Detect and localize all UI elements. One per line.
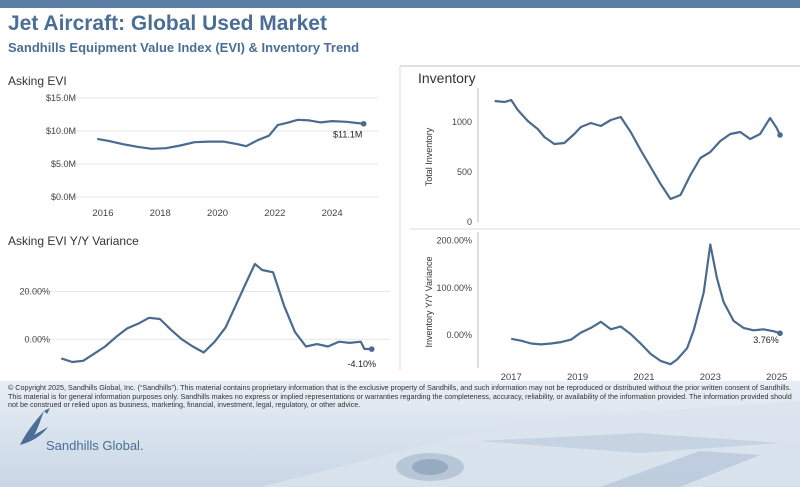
panel-frames (399, 65, 800, 370)
y-tick-label: $10.0M (46, 126, 76, 136)
y-tick-label: $0.0M (51, 192, 76, 202)
series-end-point (368, 346, 375, 352)
y-tick-label: 0.00% (24, 334, 50, 344)
copyright-notice: © Copyright 2025, Sandhills Global, Inc.… (8, 383, 792, 410)
series-end-point (777, 132, 783, 138)
series-line (510, 243, 781, 366)
asking-evi-label: Asking EVI (8, 74, 67, 88)
footer-background (0, 381, 800, 487)
data-label: $11.1M (333, 130, 362, 140)
y-tick-label: 100.00% (436, 283, 472, 293)
y-tick-label: 500 (457, 167, 472, 177)
x-tick-label: 2017 (501, 372, 522, 383)
series-end-point (777, 330, 783, 337)
data-label: 3.76% (753, 335, 779, 345)
inventory-label: Inventory (418, 70, 476, 86)
y-axis-title: Total Inventory (424, 127, 434, 186)
x-tick-label: 2025 (766, 372, 787, 383)
x-tick-label: 2022 (264, 208, 285, 219)
page-subtitle: Sandhills Equipment Value Index (EVI) & … (8, 40, 360, 55)
asking-evi-yoy-chart: 0.00%20.00%20172018201920202021202220232… (19, 262, 390, 391)
series-line (60, 262, 372, 364)
series-line (97, 118, 364, 150)
x-tick-label: 2024 (322, 208, 343, 219)
y-tick-label: 0.00% (446, 330, 472, 340)
y-tick-label: 0 (467, 217, 472, 227)
x-tick-label: 2021 (633, 372, 654, 383)
x-tick-label: 2020 (207, 208, 228, 219)
data-label: -4.10% (347, 359, 376, 369)
series-end-point (360, 120, 367, 127)
y-tick-label: 200.00% (436, 236, 472, 246)
y-axis-title: Inventory Y/Y Variance (424, 256, 434, 347)
series-line (494, 98, 781, 201)
y-tick-label: $5.0M (51, 159, 76, 169)
y-tick-label: 1000 (452, 117, 472, 127)
asking-evi-yoy-label: Asking EVI Y/Y Variance (8, 234, 139, 248)
aircraft-illustration (260, 401, 800, 487)
y-tick-label: 20.00% (19, 286, 50, 296)
inventory-chart: 0 500 1000 Total Inventory (424, 88, 783, 227)
y-tick-label: $15.0M (46, 93, 76, 103)
asking-evi-chart: $0.0M $5.0M $10.0M $15.0M 2016 2018 2020 2022 20… (46, 93, 378, 219)
page-title: Jet Aircraft: Global Used Market (8, 12, 327, 35)
sandhills-crane-logo-icon (20, 408, 50, 445)
x-tick-label: 2016 (92, 208, 113, 219)
x-tick-label: 2023 (700, 372, 721, 383)
x-tick-label: 2018 (150, 208, 171, 219)
sandhills-logo-text: Sandhills Global. (46, 438, 144, 453)
x-tick-label: 2019 (567, 372, 588, 383)
inventory-yoy-chart: 0.00% 100.00% 200.00%Inventory Y/Y Varianc… (424, 232, 787, 383)
top-bar (0, 0, 800, 8)
